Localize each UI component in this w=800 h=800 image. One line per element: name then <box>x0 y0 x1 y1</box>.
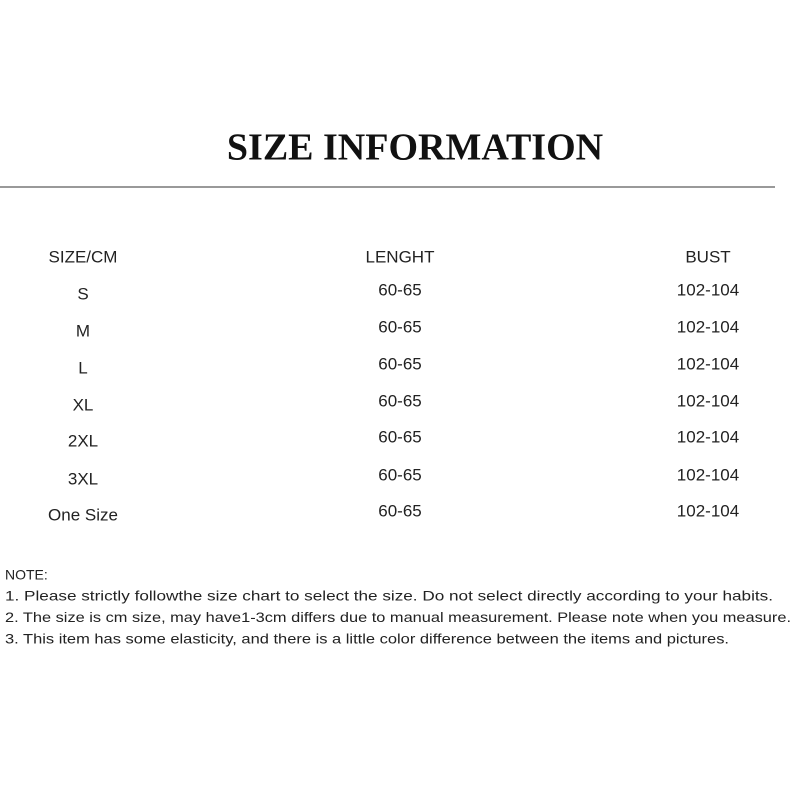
table-cell: 60-65 <box>378 391 421 410</box>
table-cell: 60-65 <box>378 317 421 336</box>
table-cell: 102-104 <box>677 465 739 484</box>
table-cell: 102-104 <box>677 427 739 446</box>
note-heading: NOTE: <box>5 567 48 583</box>
table-cell: M <box>76 321 90 340</box>
note-item: 3. This item has some elasticity, and th… <box>5 631 729 647</box>
table-cell: 60-65 <box>378 427 421 446</box>
table-cell: 102-104 <box>677 391 739 410</box>
title: SIZE INFORMATION <box>227 127 603 169</box>
table-cell: 60-65 <box>378 280 421 299</box>
column-header: BUST <box>685 247 730 266</box>
note-item: 1. Please strictly followthe size chart … <box>5 588 773 604</box>
note-item: 2. The size is cm size, may have1-3cm di… <box>5 609 791 625</box>
table-cell: S <box>77 284 88 303</box>
table-cell: L <box>78 358 87 377</box>
table-cell: 60-65 <box>378 501 421 520</box>
table-cell: 102-104 <box>677 501 739 520</box>
table-cell: 60-65 <box>378 465 421 484</box>
table-cell: 102-104 <box>677 317 739 336</box>
column-header: SIZE/CM <box>49 247 118 266</box>
table-cell: 3XL <box>68 469 98 488</box>
table-cell: 2XL <box>68 431 98 450</box>
table-cell: 102-104 <box>677 354 739 373</box>
table-cell: One Size <box>48 505 118 524</box>
table-cell: 102-104 <box>677 280 739 299</box>
notes: NOTE: 1. Please strictly followthe size c… <box>5 567 791 647</box>
table-cell: 60-65 <box>378 354 421 373</box>
column-header: LENGHT <box>366 247 435 266</box>
table-cell: XL <box>73 395 94 414</box>
size-table: SIZE/CM LENGHT BUST S 60-65 102-104 M 60-65 102-… <box>48 247 739 524</box>
